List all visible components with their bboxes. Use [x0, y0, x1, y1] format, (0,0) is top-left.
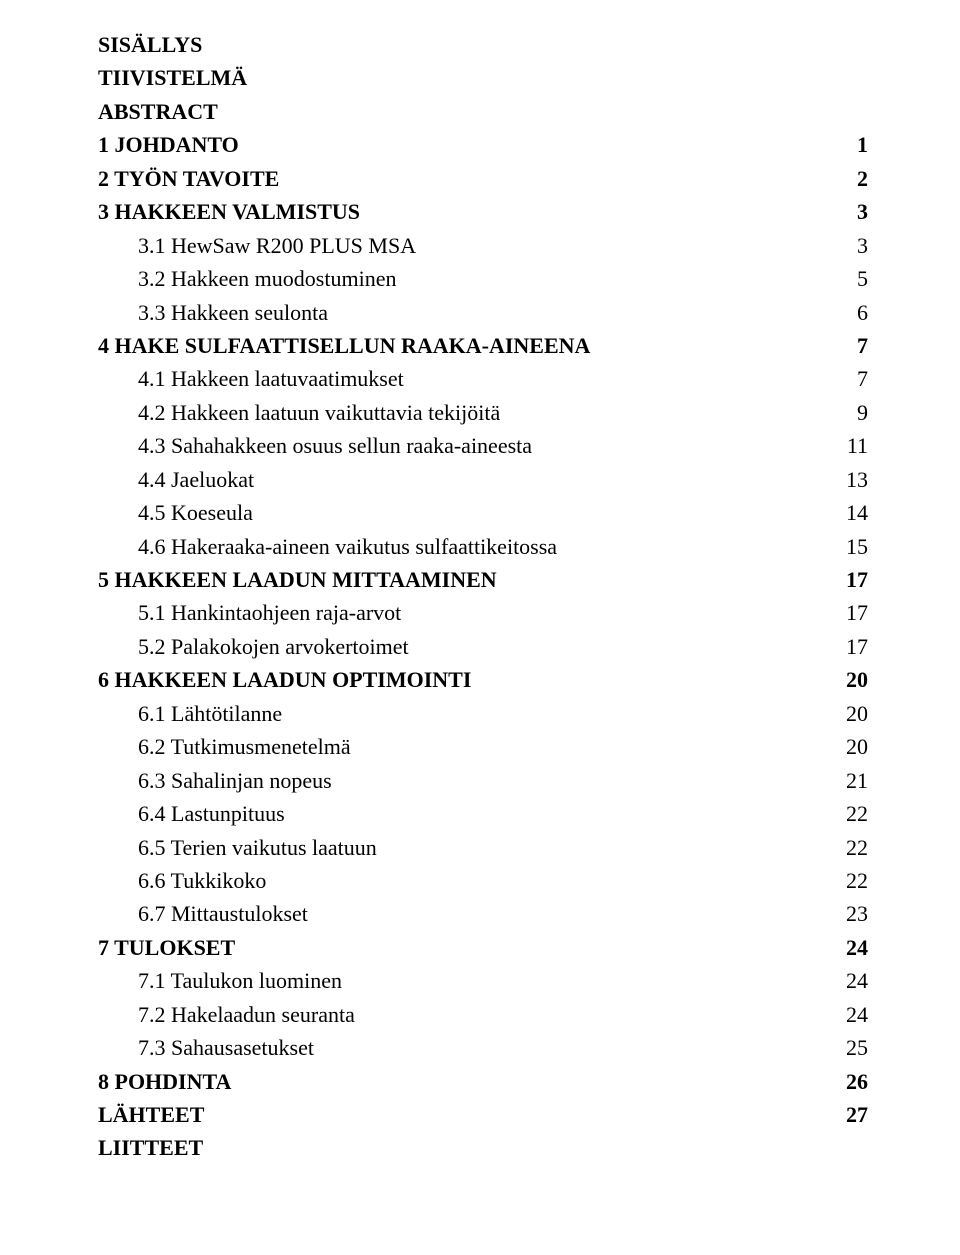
toc-row: 6.2 Tutkimusmenetelmä 20 — [98, 730, 868, 763]
heading-sisallys: SISÄLLYS — [98, 28, 868, 61]
toc-entry-title: 3 HAKKEEN VALMISTUS — [98, 195, 360, 228]
toc-entry-title: 6.7 Mittaustulokset — [98, 897, 308, 930]
toc-entry-page: 17 — [828, 563, 868, 596]
toc-entry-title: 6.4 Lastunpituus — [98, 797, 285, 830]
toc-row: 4.2 Hakkeen laatuun vaikuttavia tekijöit… — [98, 396, 868, 429]
toc-row: 5.2 Palakokojen arvokertoimet 17 — [98, 630, 868, 663]
toc-entry-page: 24 — [828, 998, 868, 1031]
toc-entry-page: 5 — [828, 262, 868, 295]
toc-row: 4 HAKE SULFAATTISELLUN RAAKA-AINEENA 7 — [98, 329, 868, 362]
heading-abstract: ABSTRACT — [98, 95, 868, 128]
toc-entry-title: 6.6 Tukkikoko — [98, 864, 266, 897]
toc-entry-title: 3.2 Hakkeen muodostuminen — [98, 262, 396, 295]
toc-entry-title: 4 HAKE SULFAATTISELLUN RAAKA-AINEENA — [98, 329, 590, 362]
toc-row: 7.1 Taulukon luominen 24 — [98, 964, 868, 997]
toc-entry-title: 7.3 Sahausasetukset — [98, 1031, 314, 1064]
toc-entry-title: 4.6 Hakeraaka-aineen vaikutus sulfaattik… — [98, 530, 557, 563]
table-of-contents: 1 JOHDANTO12 TYÖN TAVOITE23 HAKKEEN VALM… — [98, 128, 868, 1165]
toc-row: 3.3 Hakkeen seulonta 6 — [98, 296, 868, 329]
toc-entry-page: 7 — [828, 362, 868, 395]
toc-entry-title: 3.1 HewSaw R200 PLUS MSA — [98, 229, 416, 262]
toc-row: 4.5 Koeseula 14 — [98, 496, 868, 529]
toc-entry-page: 20 — [828, 663, 868, 696]
toc-entry-title: 5 HAKKEEN LAADUN MITTAAMINEN — [98, 563, 497, 596]
toc-row: 8 POHDINTA 26 — [98, 1065, 868, 1098]
toc-entry-page: 21 — [828, 764, 868, 797]
toc-entry-page: 17 — [828, 630, 868, 663]
toc-row: LÄHTEET 27 — [98, 1098, 868, 1131]
toc-row: 4.1 Hakkeen laatuvaatimukset 7 — [98, 362, 868, 395]
toc-entry-title: 7 TULOKSET — [98, 931, 235, 964]
toc-entry-page: 23 — [828, 897, 868, 930]
toc-entry-title: 4.1 Hakkeen laatuvaatimukset — [98, 362, 404, 395]
toc-entry-page: 7 — [828, 329, 868, 362]
toc-row: 6.7 Mittaustulokset 23 — [98, 897, 868, 930]
toc-entry-page: 24 — [828, 931, 868, 964]
toc-entry-title: 6.3 Sahalinjan nopeus — [98, 764, 332, 797]
toc-row: 3.2 Hakkeen muodostuminen 5 — [98, 262, 868, 295]
toc-entry-title: 5.1 Hankintaohjeen raja-arvot — [98, 596, 401, 629]
toc-entry-page: 24 — [828, 964, 868, 997]
toc-row: 7.3 Sahausasetukset 25 — [98, 1031, 868, 1064]
toc-entry-title: 4.2 Hakkeen laatuun vaikuttavia tekijöit… — [98, 396, 500, 429]
document-page: SISÄLLYS TIIVISTELMÄ ABSTRACT 1 JOHDANTO… — [0, 0, 960, 1255]
toc-row: 3.1 HewSaw R200 PLUS MSA 3 — [98, 229, 868, 262]
toc-entry-title: LÄHTEET — [98, 1098, 204, 1131]
toc-row: 2 TYÖN TAVOITE 2 — [98, 162, 868, 195]
toc-row: 6 HAKKEEN LAADUN OPTIMOINTI 20 — [98, 663, 868, 696]
toc-entry-page: 6 — [828, 296, 868, 329]
toc-entry-page: 9 — [828, 396, 868, 429]
toc-entry-page: 15 — [828, 530, 868, 563]
toc-entry-title: 5.2 Palakokojen arvokertoimet — [98, 630, 409, 663]
toc-entry-page: 3 — [828, 229, 868, 262]
toc-entry-title: 1 JOHDANTO — [98, 128, 239, 161]
toc-row: 7 TULOKSET 24 — [98, 931, 868, 964]
toc-entry-page: 20 — [828, 730, 868, 763]
toc-entry-page: 26 — [828, 1065, 868, 1098]
toc-row: 5 HAKKEEN LAADUN MITTAAMINEN 17 — [98, 563, 868, 596]
heading-tiivistelma: TIIVISTELMÄ — [98, 61, 868, 94]
toc-row: 6.6 Tukkikoko 22 — [98, 864, 868, 897]
toc-entry-page: 27 — [828, 1098, 868, 1131]
toc-entry-page: 22 — [828, 831, 868, 864]
toc-entry-page: 2 — [828, 162, 868, 195]
toc-entry-title: 3.3 Hakkeen seulonta — [98, 296, 328, 329]
toc-entry-title: 6 HAKKEEN LAADUN OPTIMOINTI — [98, 663, 471, 696]
toc-entry-title: 4.4 Jaeluokat — [98, 463, 254, 496]
toc-entry-title: 7.1 Taulukon luominen — [98, 964, 342, 997]
toc-row: 7.2 Hakelaadun seuranta 24 — [98, 998, 868, 1031]
toc-entry-title: 4.3 Sahahakkeen osuus sellun raaka-ainee… — [98, 429, 532, 462]
toc-entry-page: 11 — [828, 429, 868, 462]
toc-entry-title: 8 POHDINTA — [98, 1065, 231, 1098]
toc-entry-title: 2 TYÖN TAVOITE — [98, 162, 279, 195]
toc-row: 4.3 Sahahakkeen osuus sellun raaka-ainee… — [98, 429, 868, 462]
toc-row: 4.6 Hakeraaka-aineen vaikutus sulfaattik… — [98, 530, 868, 563]
toc-entry-page: 25 — [828, 1031, 868, 1064]
toc-entry-page: 17 — [828, 596, 868, 629]
toc-entry-title: LIITTEET — [98, 1131, 203, 1164]
toc-entry-page: 22 — [828, 797, 868, 830]
toc-entry-page: 1 — [828, 128, 868, 161]
toc-row: 3 HAKKEEN VALMISTUS 3 — [98, 195, 868, 228]
toc-entry-page: 22 — [828, 864, 868, 897]
toc-row: 6.4 Lastunpituus 22 — [98, 797, 868, 830]
toc-row: LIITTEET — [98, 1131, 868, 1164]
toc-entry-page: 13 — [828, 463, 868, 496]
toc-entry-title: 6.2 Tutkimusmenetelmä — [98, 730, 351, 763]
toc-row: 6.3 Sahalinjan nopeus 21 — [98, 764, 868, 797]
toc-entry-title: 6.1 Lähtötilanne — [98, 697, 282, 730]
toc-row: 6.1 Lähtötilanne 20 — [98, 697, 868, 730]
toc-row: 4.4 Jaeluokat 13 — [98, 463, 868, 496]
toc-entry-page: 14 — [828, 496, 868, 529]
toc-entry-title: 7.2 Hakelaadun seuranta — [98, 998, 355, 1031]
toc-row: 6.5 Terien vaikutus laatuun 22 — [98, 831, 868, 864]
toc-entry-title: 6.5 Terien vaikutus laatuun — [98, 831, 377, 864]
toc-entry-page: 20 — [828, 697, 868, 730]
toc-entry-title: 4.5 Koeseula — [98, 496, 253, 529]
toc-row: 1 JOHDANTO 1 — [98, 128, 868, 161]
toc-entry-page: 3 — [828, 195, 868, 228]
toc-row: 5.1 Hankintaohjeen raja-arvot 17 — [98, 596, 868, 629]
